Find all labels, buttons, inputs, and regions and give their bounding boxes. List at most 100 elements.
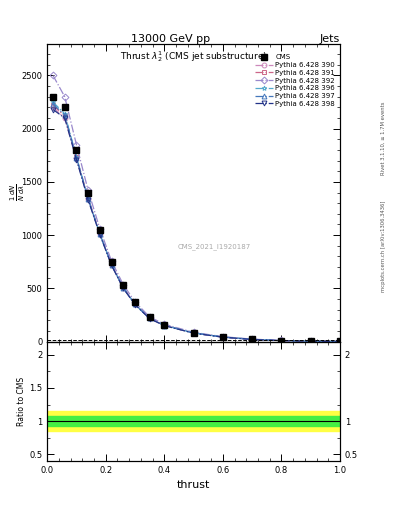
Pythia 6.428 390	[133, 301, 138, 307]
Pythia 6.428 398	[250, 336, 255, 343]
Pythia 6.428 390	[74, 156, 79, 162]
Pythia 6.428 398	[162, 323, 167, 329]
Pythia 6.428 397	[121, 285, 126, 291]
Pythia 6.428 391	[86, 195, 90, 201]
Pythia 6.428 392	[86, 187, 90, 194]
Pythia 6.428 398	[308, 338, 313, 344]
Pythia 6.428 398	[74, 157, 79, 163]
Pythia 6.428 396	[308, 338, 313, 344]
Pythia 6.428 396	[109, 262, 114, 268]
Pythia 6.428 391	[191, 330, 196, 336]
Pythia 6.428 396	[133, 301, 138, 307]
CMS	[220, 334, 225, 340]
Pythia 6.428 390	[121, 285, 126, 291]
Pythia 6.428 397	[250, 336, 255, 343]
Pythia 6.428 392	[220, 334, 225, 340]
Pythia 6.428 392	[250, 336, 255, 342]
CMS	[162, 322, 167, 328]
Pythia 6.428 397	[147, 315, 152, 322]
Pythia 6.428 391	[121, 285, 126, 291]
Text: CMS_2021_I1920187: CMS_2021_I1920187	[177, 243, 251, 249]
Pythia 6.428 392	[147, 314, 152, 320]
Pythia 6.428 391	[62, 113, 67, 119]
Bar	[47, 411, 340, 431]
CMS	[97, 227, 102, 233]
CMS	[109, 259, 114, 265]
Pythia 6.428 392	[109, 258, 114, 264]
Text: Thrust $\lambda_{2}^{1}$ (CMS jet substructure): Thrust $\lambda_{2}^{1}$ (CMS jet substr…	[120, 50, 267, 65]
Text: Rivet 3.1.10, ≥ 1.7M events: Rivet 3.1.10, ≥ 1.7M events	[381, 101, 386, 175]
Pythia 6.428 391	[133, 301, 138, 307]
CMS	[191, 329, 196, 335]
Line: Pythia 6.428 392: Pythia 6.428 392	[51, 73, 342, 344]
Bar	[47, 416, 340, 425]
Pythia 6.428 396	[62, 111, 67, 117]
Pythia 6.428 392	[308, 338, 313, 344]
Pythia 6.428 397	[279, 337, 284, 344]
Pythia 6.428 391	[308, 338, 313, 344]
CMS	[51, 94, 55, 100]
Pythia 6.428 396	[338, 338, 342, 345]
Y-axis label: Ratio to CMS: Ratio to CMS	[17, 377, 26, 426]
Text: $\frac{1}{N}\frac{dN}{d\lambda}$: $\frac{1}{N}\frac{dN}{d\lambda}$	[9, 184, 27, 201]
Pythia 6.428 397	[62, 112, 67, 118]
CMS	[250, 336, 255, 343]
Pythia 6.428 398	[97, 231, 102, 238]
Pythia 6.428 396	[279, 337, 284, 344]
Pythia 6.428 398	[51, 106, 55, 113]
Pythia 6.428 397	[86, 196, 90, 202]
Pythia 6.428 398	[220, 334, 225, 340]
Pythia 6.428 391	[279, 337, 284, 344]
Line: Pythia 6.428 398: Pythia 6.428 398	[51, 107, 342, 344]
Pythia 6.428 396	[220, 334, 225, 340]
Pythia 6.428 396	[121, 285, 126, 291]
Pythia 6.428 392	[162, 321, 167, 327]
CMS	[133, 299, 138, 305]
Pythia 6.428 396	[51, 99, 55, 105]
Pythia 6.428 392	[279, 337, 284, 344]
Text: Jets: Jets	[320, 33, 340, 44]
Pythia 6.428 390	[86, 196, 90, 202]
Pythia 6.428 396	[74, 154, 79, 160]
CMS	[279, 337, 284, 344]
Text: mcplots.cern.ch [arXiv:1306.3436]: mcplots.cern.ch [arXiv:1306.3436]	[381, 200, 386, 291]
Pythia 6.428 390	[147, 315, 152, 322]
Pythia 6.428 390	[162, 323, 167, 329]
Pythia 6.428 392	[338, 338, 342, 345]
Pythia 6.428 390	[338, 338, 342, 345]
Line: Pythia 6.428 391: Pythia 6.428 391	[51, 103, 342, 344]
Pythia 6.428 391	[220, 334, 225, 340]
Pythia 6.428 392	[62, 94, 67, 100]
Pythia 6.428 398	[338, 338, 342, 345]
Pythia 6.428 391	[74, 154, 79, 160]
Pythia 6.428 392	[191, 329, 196, 335]
Legend: CMS, Pythia 6.428 390, Pythia 6.428 391, Pythia 6.428 392, Pythia 6.428 396, Pyt: CMS, Pythia 6.428 390, Pythia 6.428 391,…	[254, 53, 336, 108]
X-axis label: thrust: thrust	[177, 480, 210, 490]
Pythia 6.428 396	[162, 322, 167, 328]
Pythia 6.428 398	[109, 262, 114, 268]
Pythia 6.428 390	[279, 337, 284, 344]
CMS	[86, 189, 90, 196]
Pythia 6.428 398	[191, 330, 196, 336]
Pythia 6.428 391	[162, 322, 167, 328]
Pythia 6.428 397	[74, 155, 79, 161]
Pythia 6.428 390	[109, 262, 114, 268]
Pythia 6.428 390	[62, 115, 67, 121]
CMS	[74, 147, 79, 153]
Pythia 6.428 397	[51, 101, 55, 108]
CMS	[308, 338, 313, 344]
CMS	[62, 104, 67, 111]
Pythia 6.428 392	[121, 282, 126, 288]
Pythia 6.428 397	[109, 262, 114, 268]
CMS	[121, 282, 126, 288]
Line: Pythia 6.428 390: Pythia 6.428 390	[51, 105, 342, 344]
Line: Pythia 6.428 397: Pythia 6.428 397	[51, 102, 342, 344]
Pythia 6.428 392	[97, 226, 102, 232]
Pythia 6.428 390	[191, 330, 196, 336]
Pythia 6.428 397	[191, 330, 196, 336]
Pythia 6.428 397	[133, 302, 138, 308]
Pythia 6.428 397	[97, 231, 102, 237]
Pythia 6.428 391	[250, 336, 255, 343]
Pythia 6.428 396	[250, 336, 255, 343]
Pythia 6.428 391	[51, 102, 55, 109]
